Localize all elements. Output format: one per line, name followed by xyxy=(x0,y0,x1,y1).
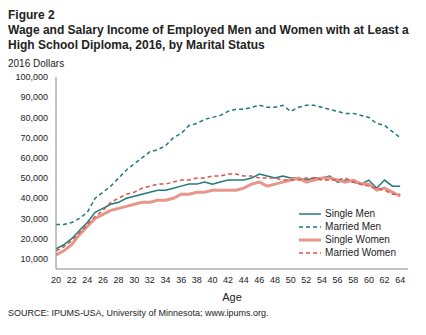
svg-text:24: 24 xyxy=(82,275,92,285)
svg-text:50: 50 xyxy=(286,275,296,285)
svg-text:52: 52 xyxy=(301,275,311,285)
svg-text:42: 42 xyxy=(223,275,233,285)
svg-text:30,000: 30,000 xyxy=(20,214,48,224)
html-text:Wage and Salary Income of Empl: Wage and Salary Income of Employed Men a… xyxy=(8,23,409,52)
html-text:Married Women: Married Women xyxy=(325,247,396,258)
svg-text:20,000: 20,000 xyxy=(20,234,48,244)
svg-text:32: 32 xyxy=(145,275,155,285)
svg-text:62: 62 xyxy=(380,275,390,285)
html-text:Married Men: Married Men xyxy=(325,221,382,232)
svg-text:36: 36 xyxy=(176,275,186,285)
svg-text:10,000: 10,000 xyxy=(20,254,48,264)
svg-text:58: 58 xyxy=(348,275,358,285)
html-text:Single Women: Single Women xyxy=(325,234,390,245)
svg-text:100,000: 100,000 xyxy=(15,72,48,82)
svg-text:40: 40 xyxy=(207,275,217,285)
svg-text:48: 48 xyxy=(270,275,280,285)
svg-text:38: 38 xyxy=(192,275,202,285)
svg-text:34: 34 xyxy=(161,275,171,285)
svg-text:64: 64 xyxy=(395,275,405,285)
svg-text:50,000: 50,000 xyxy=(20,173,48,183)
svg-text:80,000: 80,000 xyxy=(20,113,48,123)
html-text:2016 Dollars: 2016 Dollars xyxy=(8,58,65,69)
html-text:SOURCE: IPUMS-USA, University: SOURCE: IPUMS-USA, University of Minneso… xyxy=(8,308,269,318)
svg-text:28: 28 xyxy=(114,275,124,285)
svg-text:56: 56 xyxy=(333,275,343,285)
html-text:Figure 2: Figure 2 xyxy=(8,8,55,22)
svg-text:26: 26 xyxy=(98,275,108,285)
html-text:Single Men: Single Men xyxy=(325,208,376,219)
svg-text:30: 30 xyxy=(129,275,139,285)
svg-text:46: 46 xyxy=(254,275,264,285)
svg-text:54: 54 xyxy=(317,275,327,285)
svg-text:60: 60 xyxy=(364,275,374,285)
svg-text:90,000: 90,000 xyxy=(20,92,48,102)
svg-text:20: 20 xyxy=(51,275,61,285)
svg-text:22: 22 xyxy=(67,275,77,285)
svg-text:44: 44 xyxy=(239,275,249,285)
svg-text:70,000: 70,000 xyxy=(20,133,48,143)
svg-text:40,000: 40,000 xyxy=(20,193,48,203)
svg-text:Age: Age xyxy=(222,291,242,303)
svg-text:60,000: 60,000 xyxy=(20,153,48,163)
